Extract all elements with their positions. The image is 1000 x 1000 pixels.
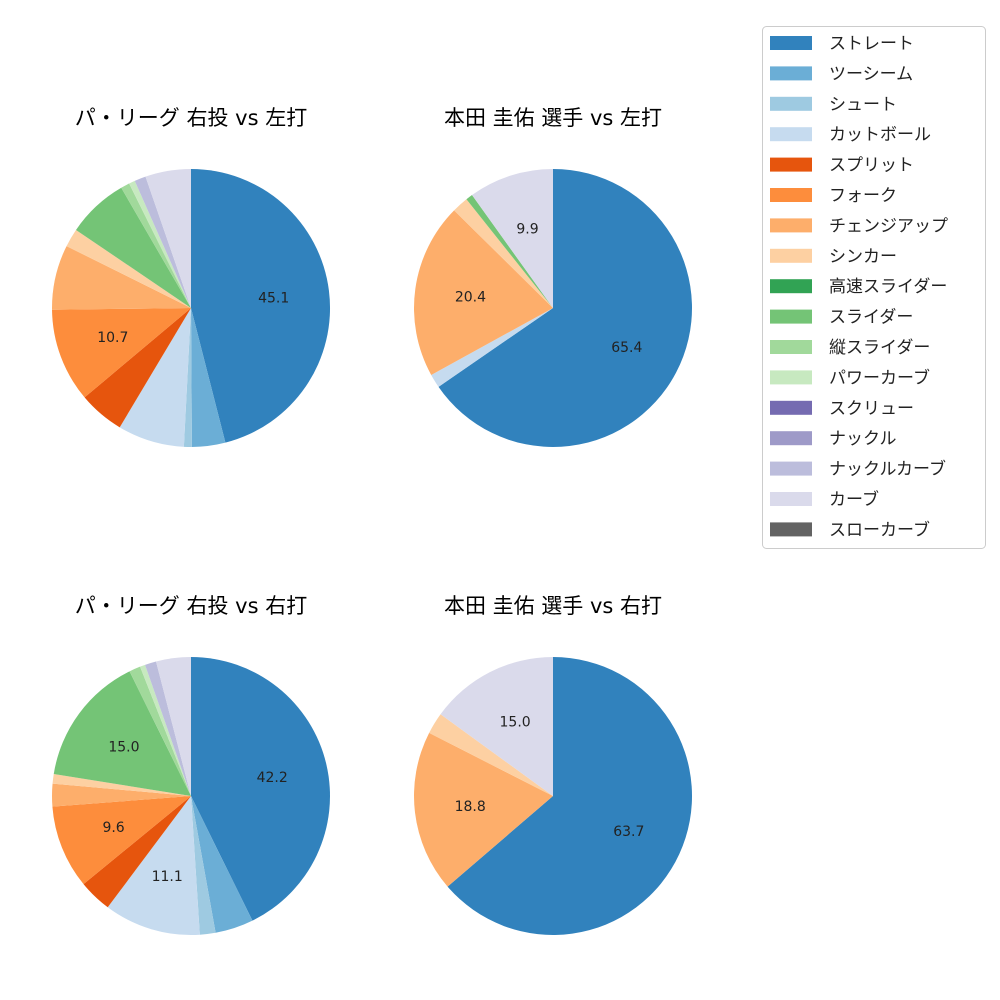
legend-swatch-2 [770, 66, 812, 81]
pie-1-slice-11 [129, 180, 191, 308]
legend-label-5: スプリット [829, 156, 914, 176]
pie-4-slice-label-4: 15.0 [500, 715, 531, 731]
legend-swatch-13 [770, 400, 812, 415]
pie-3-slice-8 [52, 773, 191, 796]
pie-chart-1-slices: 45.1 10.7 [51, 169, 331, 448]
pie-1-slice-label-6: 10.7 [97, 330, 128, 346]
pie-3-slice-7 [51, 783, 191, 807]
pie-1-slice-13 [145, 169, 191, 308]
legend: ストレートツーシームシュートカットボールスプリットフォークチェンジアップシンカー… [762, 26, 986, 549]
pie-3-slice-label-6: 9.6 [102, 820, 124, 836]
pie-2-slice-5 [466, 195, 553, 308]
legend-label-6: フォーク [829, 186, 897, 206]
legend-label-14: ナックル [829, 429, 897, 449]
pie-2-slice-label-6: 9.9 [516, 222, 538, 238]
legend-swatch-7 [770, 218, 812, 233]
pie-1-slice-5 [84, 308, 191, 428]
legend-swatch-15 [770, 461, 812, 476]
pie-1-slice-8 [66, 229, 191, 308]
pie-chart-4-title: 本田 圭佑 選手 vs 右打 [444, 594, 662, 618]
pie-2-slice-6 [472, 169, 553, 308]
pie-1-slice-3 [183, 308, 192, 448]
legend-label-13: スクリュー [829, 399, 914, 419]
pie-2-slice-label-1: 65.4 [611, 340, 642, 356]
legend-swatch-12 [770, 370, 812, 385]
legend-label-1: ストレート [829, 34, 914, 54]
legend-label-11: 縦スライダー [829, 338, 930, 358]
pie-1-slice-1 [191, 169, 331, 443]
legend-swatch-6 [770, 188, 812, 202]
legend-swatch-3 [770, 96, 812, 111]
pie-chart-2-title: 本田 圭佑 選手 vs 左打 [444, 106, 662, 130]
legend-label-9: 高速スライダー [829, 277, 947, 297]
pie-2-slice-3 [413, 210, 553, 375]
legend-frame [762, 26, 986, 549]
pie-chart-3-slices: 42.2 11.1 9.6 15.0 [51, 657, 331, 936]
legend-swatch-14 [770, 431, 812, 446]
legend-swatch-5 [770, 157, 812, 172]
legend-label-7: チェンジアップ [829, 216, 948, 236]
pie-2-slice-label-3: 20.4 [455, 290, 486, 306]
pie-chart-3-title: パ・リーグ 右投 vs 右打 [75, 594, 307, 618]
legend-label-12: パワーカーブ [829, 367, 930, 388]
pie-3-slice-label-4: 11.1 [152, 869, 183, 885]
pie-3-slice-13 [156, 657, 191, 796]
pie-3-slice-11 [140, 664, 191, 796]
pie-4-slice-1 [447, 657, 693, 935]
legend-swatch-16 [770, 492, 812, 506]
pie-2-slice-2 [431, 308, 553, 387]
pie-3-slice-3 [191, 796, 216, 935]
pie-1-slice-4 [119, 308, 191, 447]
pie-2-slice-4 [454, 199, 553, 308]
pie-3-slice-4 [107, 796, 200, 936]
legend-label-2: ツーシーム [829, 64, 913, 84]
pie-1-slice-label-1: 45.1 [258, 291, 289, 307]
pie-chart-2: 本田 圭佑 選手 vs 左打 65.4 20.4 9.9 [413, 106, 693, 447]
pie-1-slice-10 [121, 183, 191, 308]
pie-3-slice-2 [191, 796, 253, 933]
pie-1-slice-9 [75, 187, 191, 308]
legend-label-4: カットボール [829, 125, 931, 145]
pie-chart-4: 本田 圭佑 選手 vs 右打 63.7 18.8 15.0 [414, 594, 693, 935]
pie-3-slice-label-9: 15.0 [108, 740, 139, 756]
pie-4-slice-3 [429, 714, 553, 796]
legend-label-15: ナックルカーブ [829, 459, 946, 480]
pie-chart-1: パ・リーグ 右投 vs 左打 45.1 10.7 [51, 106, 331, 448]
legend-swatch-17 [770, 522, 812, 537]
pie-3-slice-9 [53, 671, 191, 796]
pie-1-slice-6 [52, 308, 192, 398]
legend-label-3: シュート [829, 95, 897, 115]
pie-4-slice-4 [440, 657, 553, 796]
legend-label-17: スローカーブ [829, 519, 930, 540]
legend-swatch-4 [770, 127, 812, 142]
legend-swatch-1 [770, 36, 812, 50]
pie-3-slice-label-1: 42.2 [257, 770, 288, 786]
legend-swatch-11 [770, 340, 812, 354]
pie-chart-4-slices: 63.7 18.8 15.0 [414, 657, 693, 935]
legend-label-8: シンカー [829, 247, 897, 267]
pie-1-slice-12 [134, 176, 191, 308]
pie-3-slice-1 [191, 657, 331, 921]
legend-items: ストレートツーシームシュートカットボールスプリットフォークチェンジアップシンカー… [770, 34, 948, 540]
legend-swatch-10 [770, 309, 812, 324]
pie-3-slice-10 [129, 666, 191, 796]
pie-2-slice-1 [438, 169, 693, 447]
pie-3-slice-12 [145, 661, 191, 796]
pie-chart-2-slices: 65.4 20.4 9.9 [413, 169, 693, 447]
pie-1-slice-2 [191, 308, 226, 447]
pie-chart-1-title: パ・リーグ 右投 vs 左打 [75, 106, 307, 130]
pie-chart-3: パ・リーグ 右投 vs 右打 42.2 11.1 9.6 15.0 [51, 594, 331, 936]
pie-4-slice-label-1: 63.7 [613, 824, 644, 840]
pie-3-slice-6 [52, 796, 192, 885]
legend-label-16: カーブ [829, 489, 879, 510]
pie-3-slice-5 [83, 796, 191, 908]
legend-swatch-8 [770, 248, 812, 263]
legend-label-10: スライダー [829, 308, 913, 328]
pie-4-slice-label-2: 18.8 [455, 799, 486, 815]
pie-4-slice-2 [414, 732, 553, 887]
pie-1-slice-7 [51, 246, 191, 310]
legend-swatch-9 [770, 279, 812, 294]
